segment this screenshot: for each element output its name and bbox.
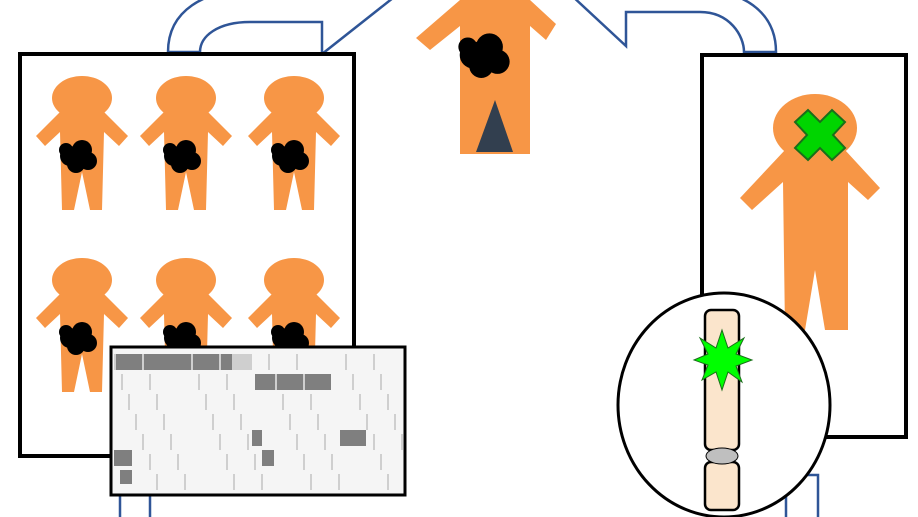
matrix-tick <box>156 474 158 490</box>
matrix-tick <box>317 414 319 430</box>
mutation-burst-icon <box>692 328 754 392</box>
matrix-block <box>120 470 132 484</box>
matrix-tick <box>303 454 305 470</box>
matrix-tick <box>135 414 137 430</box>
matrix-tick <box>212 414 214 430</box>
matrix-tick <box>324 434 326 450</box>
matrix-tick <box>205 394 207 410</box>
cycle-arrow-right <box>574 0 778 54</box>
matrix-tick <box>240 414 242 430</box>
matrix-block <box>114 354 232 370</box>
knockout-person-figure <box>740 94 880 330</box>
matrix-tick <box>338 474 340 490</box>
matrix-frame <box>111 347 405 495</box>
matrix-tick <box>128 394 130 410</box>
matrix-block <box>232 354 252 370</box>
matrix-tick <box>219 434 221 450</box>
matrix-tick <box>226 374 228 390</box>
matrix-tick <box>247 434 249 450</box>
matrix-block <box>114 450 132 466</box>
matrix-tick <box>219 354 221 370</box>
person-silhouette-icon <box>740 150 880 330</box>
matrix-tick <box>114 354 116 370</box>
matrix-tick <box>121 374 123 390</box>
mutation-matrix <box>109 345 407 497</box>
matrix-tick <box>177 454 179 470</box>
matrix-tick <box>359 394 361 410</box>
matrix-tick <box>380 374 382 390</box>
matrix-tick <box>373 354 375 370</box>
matrix-tick <box>289 414 291 430</box>
matrix-tick <box>303 374 305 390</box>
matrix-tick <box>345 354 347 370</box>
triangle-icon <box>476 100 513 152</box>
matrix-tick <box>184 474 186 490</box>
matrix-block <box>340 430 366 446</box>
matrix-block <box>252 430 262 446</box>
matrix-tick <box>149 374 151 390</box>
matrix-tick <box>296 434 298 450</box>
matrix-tick <box>149 454 151 470</box>
matrix-tick <box>352 374 354 390</box>
matrix-tick <box>387 394 389 410</box>
matrix-tick <box>261 474 263 490</box>
matrix-tick <box>366 414 368 430</box>
matrix-tick <box>380 454 382 470</box>
matrix-tick <box>226 454 228 470</box>
centromere <box>705 447 739 465</box>
cycle-arrow-left <box>166 0 393 57</box>
matrix-tick <box>387 474 389 490</box>
matrix-tick <box>296 354 298 370</box>
green-x-icon <box>793 108 847 162</box>
matrix-tick <box>142 434 144 450</box>
matrix-tick <box>142 354 144 370</box>
matrix-tick <box>275 374 277 390</box>
matrix-tick <box>373 434 375 450</box>
matrix-tick <box>331 454 333 470</box>
matrix-tick <box>163 414 165 430</box>
matrix-tick <box>394 414 396 430</box>
chromosome-zoom <box>616 291 832 517</box>
matrix-tick <box>254 454 256 470</box>
matrix-tick <box>233 394 235 410</box>
matrix-tick <box>233 474 235 490</box>
matrix-tick <box>310 394 312 410</box>
cycle-arrow-bottom-left <box>118 493 152 517</box>
matrix-tick <box>282 394 284 410</box>
matrix-block <box>255 374 331 390</box>
matrix-tick <box>156 394 158 410</box>
matrix-tick <box>268 354 270 370</box>
matrix-block <box>262 450 274 466</box>
matrix-tick <box>191 354 193 370</box>
matrix-tick <box>310 474 312 490</box>
matrix-tick <box>401 434 403 450</box>
top-patient-figure <box>416 0 556 154</box>
matrix-tick <box>170 434 172 450</box>
matrix-tick <box>198 374 200 390</box>
